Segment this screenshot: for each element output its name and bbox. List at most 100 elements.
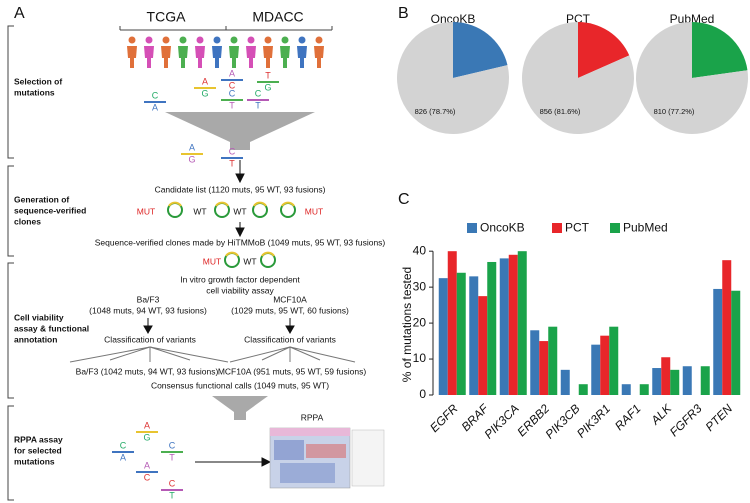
base: A (229, 68, 235, 78)
bar (447, 251, 457, 395)
bar (722, 260, 732, 395)
bar (600, 335, 610, 395)
label: Ba/F3 (137, 294, 160, 304)
person-head (298, 36, 306, 44)
person-icon (314, 36, 324, 68)
bar (639, 384, 649, 395)
base: T (229, 158, 235, 168)
base: C (229, 146, 236, 156)
pie-value-label: 826 (78.7%) (415, 107, 456, 116)
person-body (144, 46, 154, 68)
person-head (145, 36, 153, 44)
bar (508, 254, 518, 395)
label: for selected (14, 445, 62, 455)
base: A (202, 76, 208, 86)
label: Selection of (14, 76, 62, 86)
label: sequence-verified (14, 205, 86, 215)
label: TCGA (147, 9, 187, 25)
base: C (169, 440, 176, 450)
base: G (201, 88, 208, 98)
y-axis-label: % of mutations tested (400, 267, 414, 382)
x-tick-label: FGFR3 (667, 401, 705, 439)
base: T (265, 70, 271, 80)
bar (713, 288, 723, 395)
bar (469, 276, 479, 395)
base: C (120, 440, 127, 450)
x-tick-label: EGFR (427, 401, 461, 435)
base: C (152, 90, 159, 100)
person-icon (229, 36, 239, 68)
bar (517, 251, 527, 395)
base: G (188, 154, 195, 164)
base: G (264, 82, 271, 92)
legend-swatch (610, 223, 620, 233)
bar (478, 296, 488, 395)
base: T (169, 490, 175, 500)
legend-label: PubMed (623, 221, 668, 235)
person-head (128, 36, 136, 44)
base: C (229, 88, 236, 98)
label: WT (193, 206, 206, 216)
person-body (263, 46, 273, 68)
y-tick-label: 30 (413, 279, 427, 293)
person-head (230, 36, 238, 44)
x-tick-label: RAF1 (612, 401, 644, 433)
person-body (195, 46, 205, 68)
bar (438, 278, 448, 395)
legend-label: PCT (565, 221, 590, 235)
person-icon (297, 36, 307, 68)
bar (591, 344, 601, 395)
bar (499, 258, 509, 395)
section-brackets (7, 25, 333, 501)
legend-label: OncoKB (480, 221, 525, 235)
label: clones (14, 216, 41, 226)
person-body (127, 46, 137, 68)
plasmid-insert (281, 201, 295, 207)
bar (682, 366, 692, 395)
label: In vitro growth factor dependent (180, 274, 300, 284)
bar (456, 272, 466, 395)
bar (578, 384, 588, 395)
pie-value-label: 856 (81.6%) (540, 107, 581, 116)
pie-slice (397, 22, 510, 134)
person-body (161, 46, 171, 68)
person-icon (263, 36, 273, 68)
label: WT (233, 206, 246, 216)
label: Cell viability (14, 312, 64, 322)
label: Consensus functional calls (1049 muts, 9… (151, 380, 329, 390)
base: C (229, 80, 236, 90)
label: cell viability assay (206, 285, 274, 295)
x-tick-label: PTEN (703, 401, 736, 434)
label: Candidate list (1120 muts, 95 WT, 93 fus… (155, 184, 326, 194)
y-tick-label: 10 (413, 351, 427, 365)
panel-letter: B (398, 5, 409, 22)
person-body (212, 46, 222, 68)
person-body (297, 46, 307, 68)
person-head (281, 36, 289, 44)
y-tick-label: 0 (419, 387, 426, 401)
bar (652, 368, 662, 395)
label: RPPA assay (14, 434, 63, 444)
person-icon (280, 36, 290, 68)
person-head (213, 36, 221, 44)
x-tick-label: ALK (647, 401, 674, 428)
x-tick-label: PIK3R1 (574, 401, 613, 440)
base: C (144, 472, 151, 482)
legend-swatch (467, 223, 477, 233)
person-icon (161, 36, 171, 68)
pie-slice (636, 22, 748, 135)
base: A (144, 460, 150, 470)
person-body (246, 46, 256, 68)
plasmid-insert (225, 251, 239, 257)
base: T (169, 452, 175, 462)
bar (731, 290, 741, 395)
person-icon (246, 36, 256, 68)
label: MDACC (252, 9, 303, 25)
legend-swatch (552, 223, 562, 233)
person-icon (212, 36, 222, 68)
label: RPPA (301, 412, 324, 422)
rppa-heatmap (269, 427, 385, 489)
person-head (247, 36, 255, 44)
pie-title: OncoKB (431, 12, 476, 26)
bar (661, 357, 671, 395)
